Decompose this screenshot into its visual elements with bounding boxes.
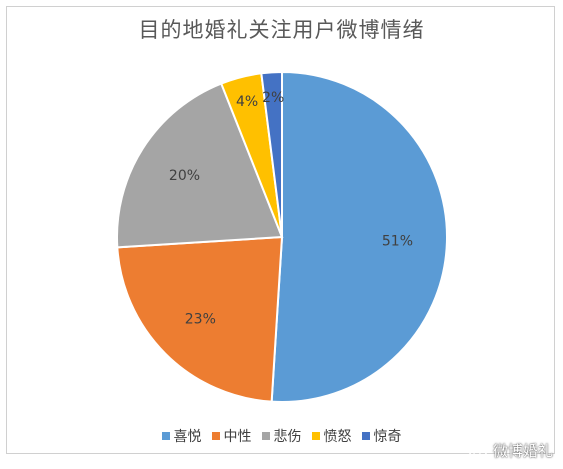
slice-label-1: 51% xyxy=(382,234,413,250)
legend-item-5: 惊奇 xyxy=(361,426,402,446)
legend-label: 惊奇 xyxy=(373,429,402,445)
pie-slice-1 xyxy=(270,70,448,403)
watermark: 微博婚礼 xyxy=(469,440,553,461)
slice-label-5: 2% xyxy=(262,90,284,106)
chart-title: 目的地婚礼关注用户微博情绪 xyxy=(138,18,425,42)
pie-slice-3 xyxy=(116,82,284,249)
legend-swatch xyxy=(361,432,370,440)
weibo-icon xyxy=(469,443,488,459)
pie-slice-2 xyxy=(116,235,284,403)
legend-label: 中性 xyxy=(223,429,252,445)
legend-label: 悲伤 xyxy=(273,429,302,445)
slice-label-3: 20% xyxy=(169,168,200,184)
watermark-text: 微博婚礼 xyxy=(492,442,553,460)
legend-swatch xyxy=(261,432,270,440)
slice-label-4: 4% xyxy=(236,94,258,110)
legend-label: 愤怒 xyxy=(323,429,352,445)
slice-label-2: 23% xyxy=(185,312,216,328)
legend-item-4: 愤怒 xyxy=(311,426,352,446)
legend-item-1: 喜悦 xyxy=(161,426,202,446)
legend-item-3: 悲伤 xyxy=(261,426,302,446)
legend: 喜悦 中性 悲伤 愤怒 惊奇 xyxy=(0,426,563,446)
legend-swatch xyxy=(311,432,320,440)
legend-item-2: 中性 xyxy=(211,426,252,446)
pie-slice-5 xyxy=(260,70,283,238)
pie-labels: 51% 23% 20% 4% 2% xyxy=(169,90,413,328)
legend-swatch xyxy=(211,432,220,440)
legend-swatch xyxy=(161,432,170,440)
legend-label: 喜悦 xyxy=(173,429,202,445)
pie-slices xyxy=(116,70,448,403)
